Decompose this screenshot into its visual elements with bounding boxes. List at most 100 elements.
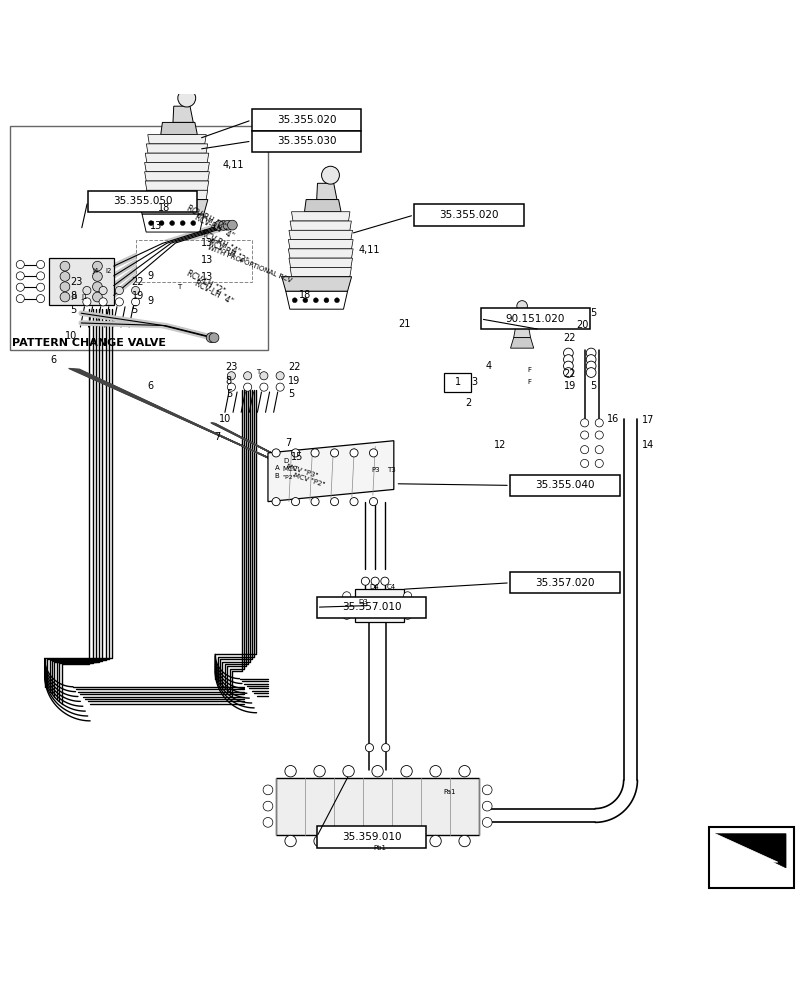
Circle shape: [303, 298, 307, 303]
Text: 5: 5: [288, 389, 294, 399]
Circle shape: [227, 220, 237, 230]
Polygon shape: [289, 258, 352, 267]
Polygon shape: [290, 267, 351, 277]
Text: 1: 1: [454, 377, 460, 387]
Circle shape: [276, 383, 284, 391]
Text: Pa1: Pa1: [443, 789, 455, 795]
Circle shape: [60, 261, 70, 271]
Circle shape: [342, 592, 350, 600]
Text: RCV-RH "4": RCV-RH "4": [199, 228, 241, 257]
Polygon shape: [145, 181, 208, 190]
Circle shape: [60, 272, 70, 281]
Text: 13: 13: [150, 221, 162, 231]
Text: 35.355.040: 35.355.040: [534, 480, 594, 490]
Polygon shape: [714, 834, 777, 862]
Circle shape: [92, 261, 102, 271]
Text: 22: 22: [131, 277, 144, 287]
Text: RCV-LH "4": RCV-LH "4": [193, 279, 234, 307]
Circle shape: [83, 286, 91, 295]
Text: 5: 5: [131, 305, 138, 315]
Text: 13: 13: [201, 255, 213, 265]
Polygon shape: [513, 306, 530, 338]
Text: "P2": "P2": [282, 475, 296, 480]
Circle shape: [401, 766, 412, 777]
Circle shape: [580, 419, 588, 427]
Text: 6: 6: [50, 355, 57, 365]
Bar: [251, 131, 361, 152]
Text: Pb1: Pb1: [373, 845, 386, 851]
Circle shape: [263, 801, 272, 811]
Text: 16: 16: [607, 414, 619, 424]
Circle shape: [131, 298, 139, 306]
Polygon shape: [173, 106, 193, 122]
Polygon shape: [714, 834, 785, 868]
Circle shape: [324, 298, 328, 303]
Text: 5: 5: [590, 308, 596, 318]
Circle shape: [350, 449, 358, 457]
Text: 35.355.020: 35.355.020: [277, 115, 336, 125]
Circle shape: [311, 498, 319, 506]
Text: RCV-RH "4": RCV-RH "4": [193, 213, 235, 241]
Text: 15: 15: [290, 452, 303, 462]
Bar: [251, 109, 361, 131]
Text: 9: 9: [148, 296, 154, 306]
Circle shape: [99, 286, 107, 295]
Text: 4,11: 4,11: [358, 245, 380, 255]
Polygon shape: [510, 338, 533, 348]
Polygon shape: [288, 249, 353, 258]
Circle shape: [115, 298, 123, 306]
Text: 4,11: 4,11: [222, 160, 243, 170]
Polygon shape: [142, 214, 204, 232]
Polygon shape: [354, 589, 403, 622]
Circle shape: [369, 498, 377, 506]
Circle shape: [214, 221, 224, 230]
Bar: [509, 572, 619, 593]
Circle shape: [272, 498, 280, 506]
Circle shape: [350, 498, 358, 506]
Text: F: F: [526, 379, 530, 385]
Circle shape: [365, 744, 373, 752]
Text: 7: 7: [214, 432, 221, 442]
Circle shape: [586, 355, 595, 364]
Bar: [480, 308, 590, 329]
Text: 14: 14: [641, 440, 653, 450]
Text: 21: 21: [397, 319, 410, 329]
Bar: [316, 826, 426, 848]
Circle shape: [260, 372, 268, 380]
Circle shape: [16, 283, 24, 291]
Circle shape: [191, 221, 195, 226]
Circle shape: [272, 449, 280, 457]
Circle shape: [563, 368, 573, 377]
Polygon shape: [290, 221, 351, 230]
Circle shape: [342, 835, 354, 847]
Circle shape: [371, 577, 379, 585]
Circle shape: [594, 431, 603, 439]
Text: B: B: [274, 473, 279, 479]
Polygon shape: [304, 200, 341, 212]
Polygon shape: [144, 162, 209, 172]
Circle shape: [169, 221, 174, 226]
Circle shape: [83, 298, 91, 306]
Text: 5: 5: [225, 389, 232, 399]
Circle shape: [36, 283, 45, 291]
Circle shape: [458, 835, 470, 847]
Text: 19: 19: [288, 376, 300, 386]
Bar: [10, 126, 268, 350]
Circle shape: [131, 286, 139, 295]
Text: 18: 18: [158, 203, 170, 213]
Polygon shape: [276, 778, 478, 835]
Circle shape: [482, 801, 491, 811]
Text: F: F: [526, 367, 530, 373]
Text: 22: 22: [288, 362, 300, 372]
Text: D: D: [283, 458, 288, 464]
Text: 35.355.050: 35.355.050: [113, 196, 172, 206]
Circle shape: [594, 419, 603, 427]
Circle shape: [403, 611, 411, 619]
Bar: [88, 191, 197, 212]
Polygon shape: [281, 277, 351, 291]
Text: 10: 10: [219, 414, 231, 424]
Text: T: T: [255, 369, 260, 375]
Circle shape: [159, 221, 164, 226]
Text: 5: 5: [71, 305, 77, 315]
Circle shape: [115, 286, 123, 295]
